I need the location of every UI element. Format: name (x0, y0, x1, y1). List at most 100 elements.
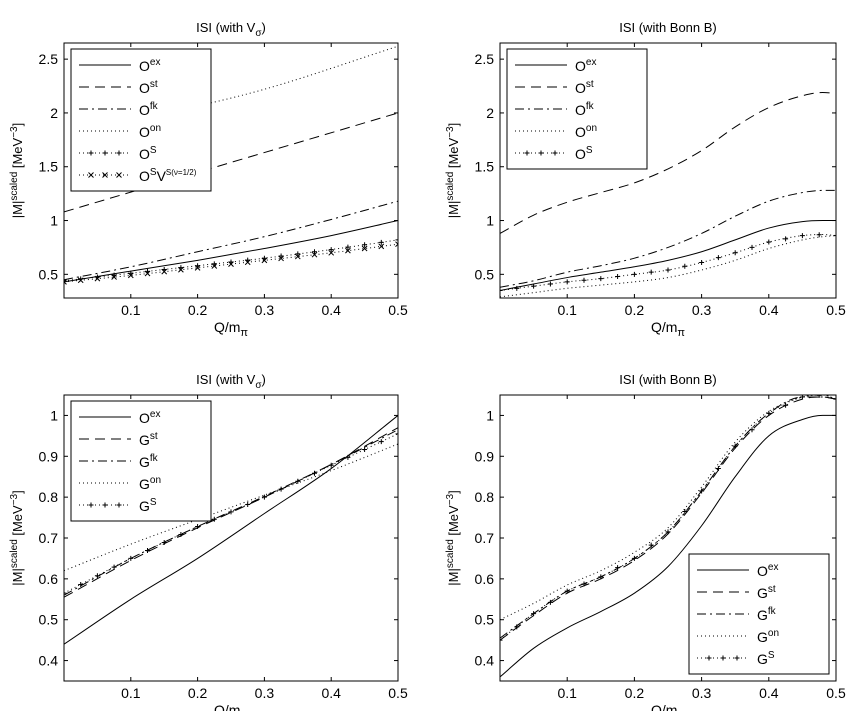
series-marker (362, 242, 368, 248)
plot-area-frame (499, 42, 837, 299)
series-marker (378, 439, 384, 445)
series-marker (78, 581, 84, 587)
y-tick-label: 1.5 (39, 159, 59, 175)
series-line-O-S-v (64, 243, 398, 283)
x-axis-label: Q/mπ (214, 319, 248, 339)
y-tick-label: 0.7 (475, 530, 495, 546)
series-marker (631, 271, 637, 277)
chart-panel-tl: 0.1 0.2 0.3 0.4 0.5 0.5 1 1.5 2 2.5 ISI (with Vσ) Q… (9, 20, 408, 339)
series-marker (749, 427, 755, 433)
chart-panel-tr: 0.1 0.2 0.3 0.4 0.5 0.5 1 1.5 2 2.5 ISI (with Bonn… (445, 20, 846, 339)
series-marker (345, 454, 351, 460)
chart-title: ISI (with Bonn B) (619, 372, 717, 387)
y-tick-label: 0.8 (39, 489, 59, 505)
series-marker (766, 410, 772, 416)
series-marker (111, 274, 117, 280)
y-tick-label: 0.5 (475, 612, 495, 628)
series-marker (361, 245, 368, 252)
x-tick-label: 0.4 (759, 685, 779, 701)
series-marker (178, 266, 184, 273)
series-marker (161, 539, 167, 545)
x-tick-label: 0.4 (321, 302, 341, 318)
series-marker (378, 243, 385, 250)
series-marker (615, 273, 621, 279)
series-marker (665, 529, 671, 535)
legend-label: Gon (139, 475, 161, 492)
legend-marker (538, 150, 544, 156)
series-marker (278, 253, 284, 259)
series-layer (500, 91, 836, 298)
x-axis-label: Q/mπ (651, 702, 685, 711)
legend-label: Oon (139, 123, 161, 140)
legend-label: Gst (139, 431, 158, 448)
series-marker (715, 466, 721, 472)
series-marker (345, 244, 351, 250)
legend-label: Gfk (757, 606, 777, 623)
series-marker (94, 573, 100, 579)
series-line-G-fk (64, 429, 398, 596)
x-axis-label: Q/mπ (214, 702, 248, 711)
chart-title: ISI (with Vσ) (196, 372, 266, 391)
series-marker (547, 281, 553, 287)
legend-marker (88, 172, 94, 178)
legend-marker (102, 172, 108, 178)
y-axis-label: |M|scaled [MeV−3] (445, 490, 461, 586)
x-tick-label: 0.2 (188, 302, 208, 318)
series-line-O-ex (64, 220, 398, 283)
series-marker (194, 265, 201, 271)
series-marker (598, 276, 604, 282)
series-marker (766, 239, 772, 245)
series-marker (127, 272, 134, 279)
series-marker (178, 532, 184, 538)
series-line-G-on (500, 395, 836, 621)
series-marker (833, 396, 836, 402)
x-tick-label: 0.2 (188, 685, 208, 701)
series-marker (631, 555, 637, 561)
legend-label: Gst (757, 584, 776, 601)
y-tick-label: 0.4 (475, 653, 495, 669)
series-marker (278, 486, 284, 492)
chart-title: ISI (with Bonn B) (619, 20, 717, 35)
y-axis-label: |M|scaled [MeV−3] (445, 123, 461, 219)
legend-marker (116, 172, 122, 178)
legend-box (688, 553, 830, 675)
x-tick-label: 0.3 (692, 685, 712, 701)
y-tick-label: 2 (50, 105, 58, 121)
series-line-G-st (500, 396, 836, 641)
series-line-O-st (500, 91, 836, 234)
legend-label: Oex (575, 57, 596, 74)
series-marker (128, 555, 134, 561)
series-layer (500, 395, 836, 678)
legend-marker (116, 150, 122, 156)
series-marker (312, 249, 317, 255)
y-tick-label: 0.8 (475, 489, 495, 505)
series-marker (531, 283, 537, 289)
legend-label: Gon (757, 628, 779, 645)
series-marker (648, 542, 654, 548)
y-tick-label: 1 (486, 407, 494, 423)
legend: Oex Ost Ofk Oon OS OSVS(ν=1/2) (70, 48, 212, 192)
series-marker (682, 263, 688, 269)
series-line-O-fk (500, 189, 836, 288)
y-tick-label: 2.5 (39, 51, 59, 67)
series-marker (64, 590, 67, 596)
legend-marker (102, 150, 108, 156)
x-tick-label: 0.5 (388, 302, 408, 318)
series-line-G-fk (500, 396, 836, 639)
series-marker (395, 241, 398, 248)
y-tick-label: 1 (486, 213, 494, 229)
series-line-O-on (500, 235, 836, 298)
series-marker (362, 447, 368, 453)
legend-label: OS (139, 145, 157, 162)
legend-label: OS (575, 145, 593, 162)
x-tick-label: 0.3 (692, 302, 712, 318)
series-marker (311, 251, 318, 258)
legend-label: Oex (139, 57, 160, 74)
series-marker (278, 255, 284, 262)
legend-label: Oex (757, 562, 778, 579)
series-marker (648, 269, 654, 275)
y-tick-label: 2.5 (475, 51, 495, 67)
x-tick-label: 0.4 (321, 685, 341, 701)
series-marker (211, 263, 218, 269)
series-line-O-fk (64, 200, 398, 281)
